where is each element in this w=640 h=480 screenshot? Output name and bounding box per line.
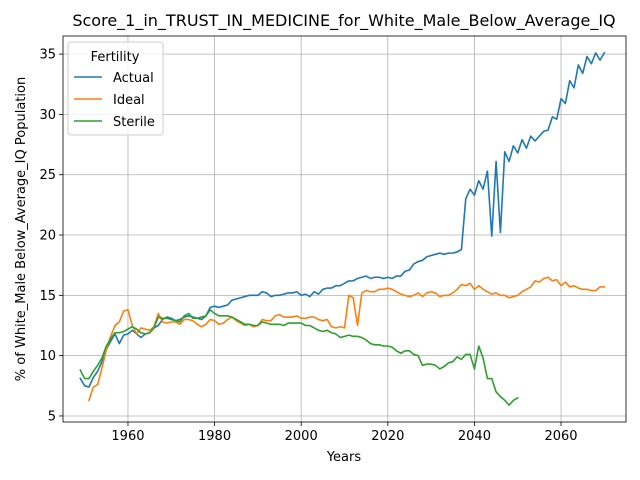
y-axis-label: % of White_Male Below_Average_IQ Populat… [14,77,29,381]
series-line-sterile [79,309,519,406]
series-line-actual [79,51,606,388]
y-tick-label: 15 [39,289,56,304]
legend-box [67,41,164,136]
x-tick-label: 2020 [371,429,404,444]
plot-frame [62,35,627,423]
x-tick-label: 2040 [458,429,491,444]
series-lines [79,51,606,406]
x-tick-label: 1980 [198,429,231,444]
x-axis-label: Years [326,450,362,465]
x-tick-label: 2000 [285,429,318,444]
y-tick-label: 10 [39,349,56,364]
legend-label-ideal: Ideal [113,93,145,108]
grid [63,36,626,422]
y-tick-label: 20 [39,229,56,244]
chart-title: Score_1_in_TRUST_IN_MEDICINE_for_White_M… [72,11,615,31]
y-tick-label: 35 [39,48,56,63]
legend-label-actual: Actual [113,71,154,86]
legend-label-sterile: Sterile [113,115,155,130]
y-tick-label: 5 [48,409,56,424]
legend-items: Actual Ideal Sterile [74,71,155,130]
legend: Fertility Actual Ideal Sterile [67,41,164,136]
x-tick-label: 1960 [111,429,144,444]
y-tick-label: 30 [39,108,56,123]
y-tick-label: 25 [39,168,56,183]
x-axis: 1960 1980 2000 2020 2040 2060 [111,422,578,444]
y-axis: 5 10 15 20 25 30 35 [39,48,63,424]
legend-title: Fertility [91,50,140,65]
series-line-ideal [87,276,606,402]
x-tick-label: 2060 [544,429,577,444]
